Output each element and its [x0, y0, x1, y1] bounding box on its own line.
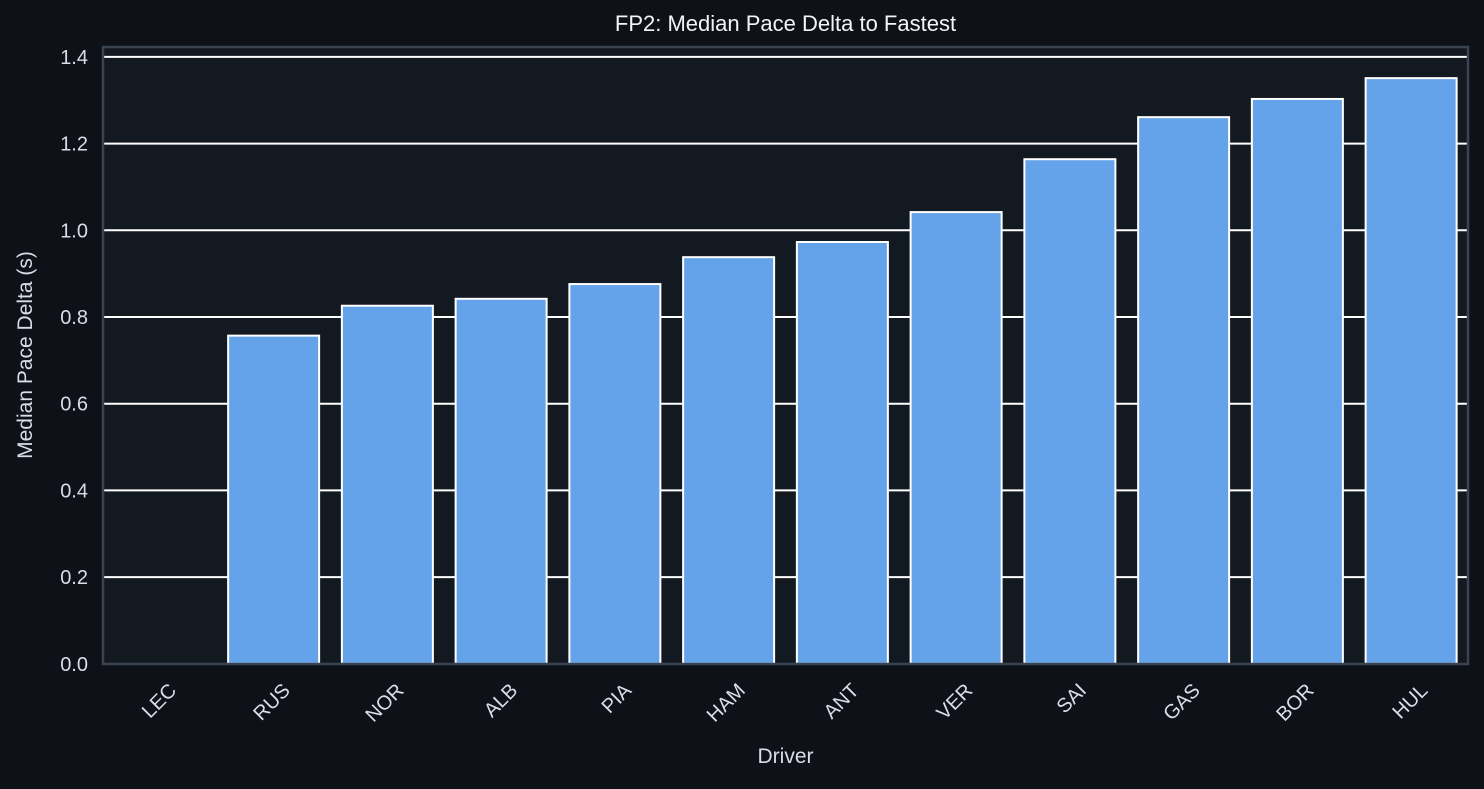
bar-hul: [1364, 77, 1458, 665]
bar-ver: [909, 211, 1003, 665]
y-tick-label: 0.2: [60, 567, 88, 589]
y-tick-label: 0.6: [60, 394, 88, 416]
bar-ham: [682, 256, 776, 665]
bar-nor: [340, 304, 434, 665]
x-tick-label-bor: BOR: [1272, 680, 1318, 726]
bars: [227, 77, 1458, 665]
axes-background: [103, 47, 1468, 664]
x-tick-label-hul: HUL: [1388, 680, 1432, 724]
y-tick-label: 0.4: [60, 480, 88, 502]
x-tick-label-pia: PIA: [598, 679, 637, 718]
y-tick-label: 0.8: [60, 307, 88, 329]
y-tick-label: 1.4: [60, 47, 88, 69]
y-tick-labels: 0.0 0.2 0.4 0.6 0.8 1.0 1.2 1.4: [60, 47, 88, 676]
x-tick-label-gas: GAS: [1159, 680, 1204, 725]
chart-title: FP2: Median Pace Delta to Fastest: [614, 11, 957, 36]
x-tick-label-rus: RUS: [249, 680, 294, 725]
x-tick-label-alb: ALB: [480, 680, 522, 722]
y-tick-label: 1.2: [60, 134, 88, 156]
x-tick-label-ham: HAM: [703, 680, 750, 727]
bar-gas: [1137, 116, 1231, 665]
bar-pia: [568, 283, 662, 665]
bar-sai: [1023, 158, 1117, 665]
bar-ant: [795, 241, 889, 665]
x-tick-label-lec: LEC: [138, 680, 181, 723]
gridlines: [103, 55, 1468, 579]
y-tick-label: 0.0: [60, 654, 88, 676]
bar-alb: [454, 297, 548, 665]
x-axis-label: Driver: [757, 745, 814, 768]
x-tick-label-nor: NOR: [362, 680, 409, 727]
x-tick-labels: LEC RUS NOR ALB PIA HAM ANT VER SAI GAS BOR HUL: [138, 679, 1432, 726]
axes-frame: [101, 45, 1470, 666]
bar-rus: [227, 334, 321, 665]
x-tick-label-ver: VER: [933, 680, 978, 725]
x-tick-label-sai: SAI: [1053, 680, 1091, 718]
x-tick-label-ant: ANT: [820, 680, 864, 724]
bar-bor: [1250, 97, 1344, 665]
y-tick-label: 1.0: [60, 220, 88, 242]
